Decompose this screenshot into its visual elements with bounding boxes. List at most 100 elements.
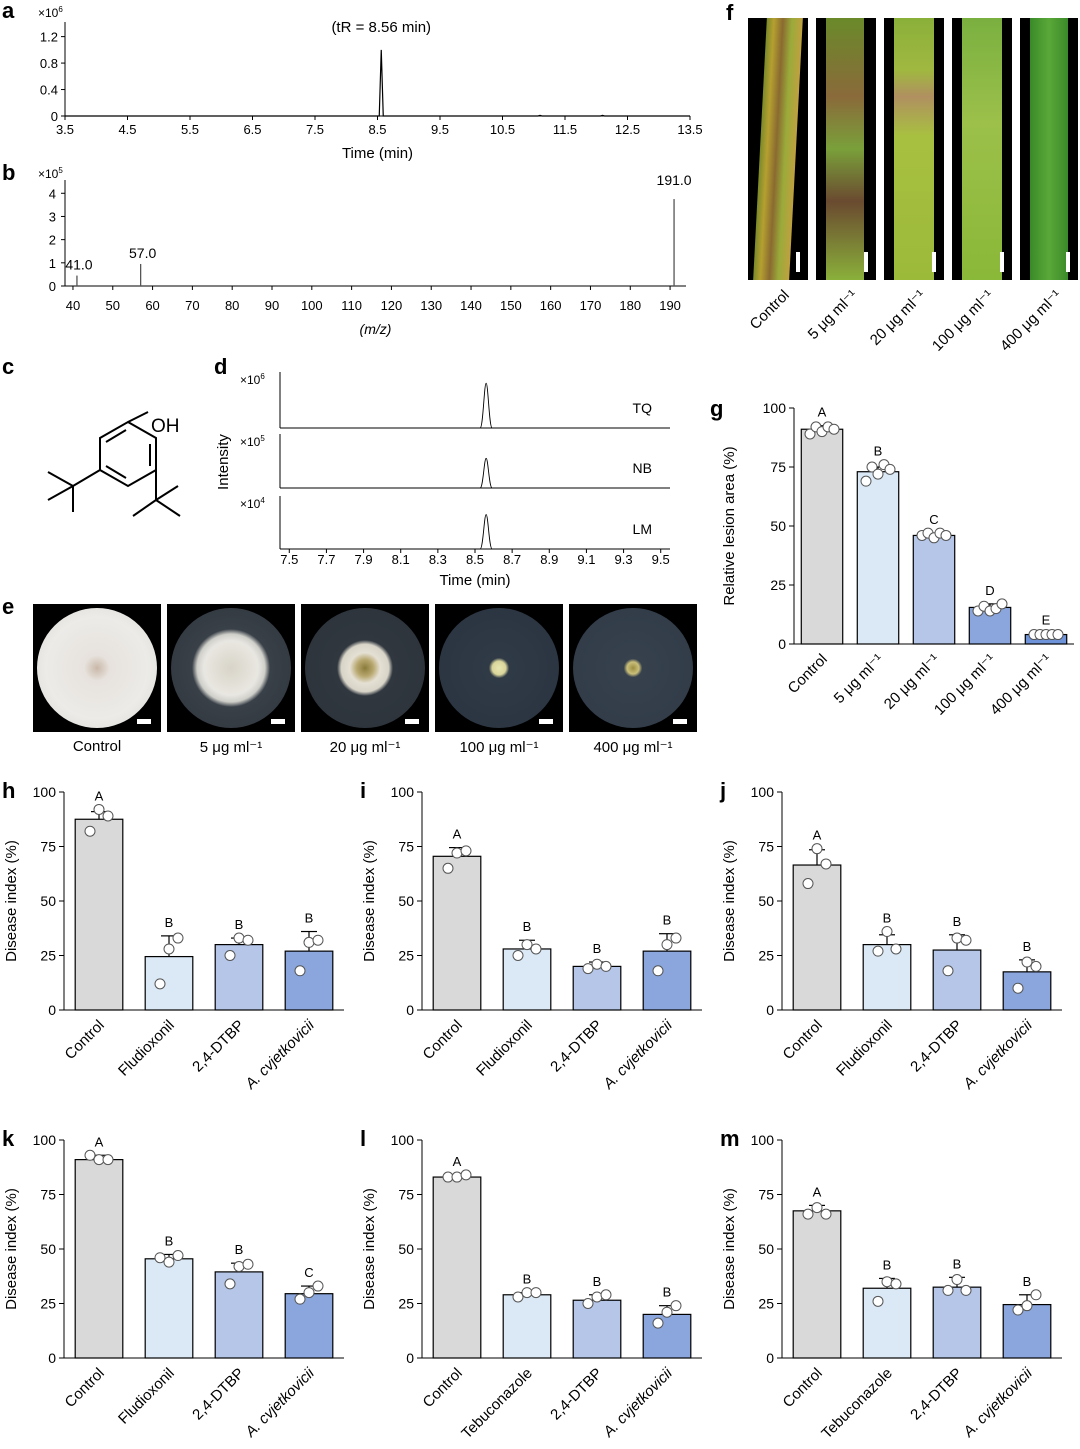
category-label: Fludioxonil (115, 1017, 178, 1080)
x-tick-label: 6.5 (243, 122, 261, 137)
significance-letter: B (1023, 939, 1032, 954)
data-point (802, 1208, 814, 1220)
petri-photo-20 (301, 604, 429, 732)
y-tick-label: 75 (40, 1187, 56, 1203)
bar (74, 818, 124, 1011)
y-tick-label: 0 (48, 1350, 56, 1366)
data-point (940, 529, 952, 541)
data-point (460, 1169, 472, 1181)
x-tick-label: 100 (301, 298, 323, 313)
leaf (962, 18, 1002, 280)
dish-label-400: 400 μg ml⁻¹ (593, 739, 673, 756)
y-tick-label: 1.2 (40, 30, 58, 45)
bar (792, 1210, 842, 1359)
data-point (512, 950, 524, 961)
y-axis-label: Disease index (%) (361, 840, 378, 962)
y-tick-label: 50 (398, 1241, 414, 1257)
category-label: 5 μg ml⁻¹ (831, 651, 887, 707)
bar (1002, 1303, 1052, 1359)
data-point (154, 978, 166, 990)
bar (932, 949, 982, 1011)
panel-label-h: h (2, 778, 16, 803)
exponent-power: 4 (260, 496, 265, 505)
leaf-photo-400 (1020, 18, 1078, 280)
bar (432, 855, 482, 1011)
x-tick-label: 50 (106, 298, 120, 313)
data-point (582, 1298, 594, 1309)
exponent-power: 6 (260, 372, 265, 381)
data-point (312, 1280, 324, 1292)
leaf (753, 18, 803, 280)
x-tick-label: 13.5 (677, 122, 702, 137)
panel-label-b: b (2, 160, 16, 185)
data-point (872, 945, 884, 957)
data-point (881, 926, 893, 938)
bar (284, 1293, 334, 1359)
data-point (93, 803, 105, 815)
data-point (582, 963, 594, 975)
data-point (84, 1149, 96, 1161)
data-point (102, 1154, 114, 1166)
trace-line (280, 382, 670, 429)
significance-letter: B (593, 941, 602, 956)
category-label: 2,4-DTBP (189, 1365, 248, 1424)
category-label: Fludioxonil (115, 1365, 178, 1428)
y-tick-label: 75 (40, 839, 56, 855)
x-axis-label: Time (min) (439, 572, 510, 589)
significance-letter: B (235, 917, 244, 932)
significance-letter: B (235, 1242, 244, 1257)
data-point (872, 468, 884, 480)
panel-label-i: i (360, 778, 367, 803)
bar (642, 950, 692, 1011)
peak-annotation: (tR = 8.56 min) (331, 19, 431, 36)
y-tick-label: 50 (40, 1241, 56, 1257)
data-point (102, 810, 114, 822)
x-tick-label: 180 (619, 298, 641, 313)
petri-dish (305, 608, 425, 728)
trace-exponent-label: ×105 (240, 434, 265, 449)
x-tick-label: 130 (420, 298, 442, 313)
trace-line (280, 514, 670, 550)
data-point (652, 965, 664, 977)
significance-letter: B (523, 1272, 532, 1287)
data-point (872, 1295, 884, 1307)
data-point (670, 1300, 682, 1312)
data-point (960, 1284, 972, 1296)
leaf-photo-20 (884, 18, 944, 280)
data-point (451, 1171, 463, 1183)
petri-dish (37, 608, 157, 728)
data-point (661, 1306, 673, 1318)
bar (214, 1271, 264, 1359)
trace-name-label: LM (633, 521, 652, 537)
category-label: Control (780, 1365, 826, 1411)
peak-label: 191.0 (657, 172, 692, 188)
data-point (294, 1293, 306, 1305)
dish-label-5: 5 μg ml⁻¹ (199, 739, 263, 756)
category-label: A. cvjetkovicii (959, 1016, 1036, 1093)
x-tick-label: 10.5 (490, 122, 515, 137)
leaf (1030, 18, 1068, 280)
data-point (312, 934, 324, 946)
y-tick-label: 0 (48, 1002, 56, 1018)
significance-letter: B (953, 914, 962, 929)
significance-letter: C (929, 512, 938, 527)
panel-label-f: f (726, 0, 734, 25)
data-point (890, 943, 902, 955)
y-tick-label: 0 (406, 1350, 414, 1366)
data-point (242, 1258, 254, 1270)
peak-label: 41.0 (65, 257, 92, 273)
exponent-power: 5 (260, 434, 265, 443)
data-point (820, 858, 832, 870)
bar (856, 471, 900, 645)
scale-bar (1066, 252, 1070, 272)
data-point (1030, 1289, 1042, 1301)
exponent-power: 5 (58, 166, 63, 175)
data-point (233, 932, 245, 944)
x-tick-label: 150 (500, 298, 522, 313)
category-label: Fludioxonil (833, 1017, 896, 1080)
category-label: Control (785, 651, 831, 697)
leaf-label: 20 μg ml⁻¹ (867, 287, 929, 349)
y-axis-label: Intensity (215, 434, 232, 490)
y-tick-label: 75 (770, 459, 786, 475)
scale-bar (673, 719, 687, 724)
